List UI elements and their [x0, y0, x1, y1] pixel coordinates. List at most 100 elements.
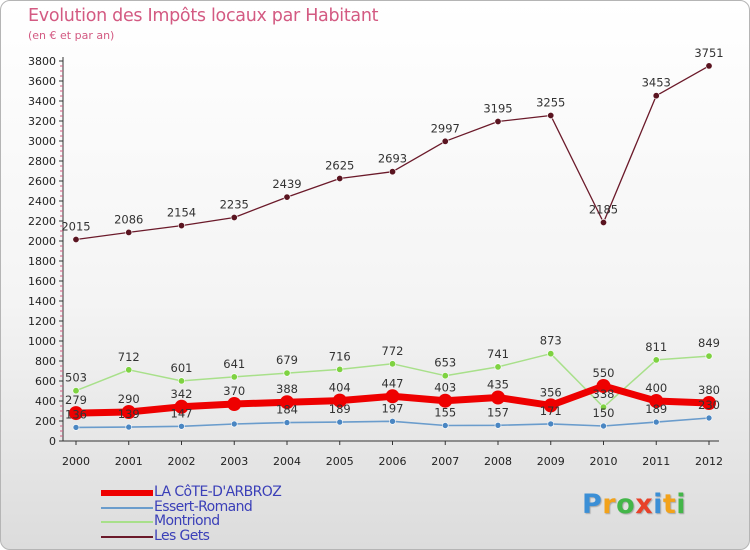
- data-label-la-c-te-d-arbroz: 400: [645, 381, 667, 395]
- x-tick-label: 2005: [326, 455, 354, 468]
- data-label-montriond: 679: [276, 353, 298, 367]
- data-point-montriond: [494, 363, 502, 371]
- data-label-les-gets: 2154: [167, 206, 196, 220]
- data-label-les-gets: 3751: [694, 46, 723, 60]
- data-label-la-c-te-d-arbroz: 279: [65, 393, 87, 407]
- data-label-montriond: 873: [540, 334, 562, 348]
- data-point-montriond: [441, 372, 449, 380]
- logo-letter: x: [635, 489, 654, 520]
- logo-letter: i: [653, 489, 663, 520]
- data-label-la-c-te-d-arbroz: 342: [171, 387, 193, 401]
- y-tick-label: 3600: [28, 75, 56, 88]
- legend-swatch-essert-romand: [101, 506, 153, 509]
- data-label-la-c-te-d-arbroz: 388: [276, 382, 298, 396]
- data-point-les-gets: [336, 175, 344, 183]
- data-label-les-gets: 2185: [589, 203, 618, 217]
- data-point-la-c-te-d-arbroz: [174, 399, 189, 414]
- data-label-essert-romand: 171: [540, 404, 562, 418]
- x-tick-label: 2003: [220, 455, 248, 468]
- y-tick-label: 3000: [28, 135, 56, 148]
- data-point-essert-romand: [336, 418, 344, 426]
- data-point-montriond: [336, 365, 344, 373]
- data-label-les-gets: 3453: [642, 76, 671, 90]
- data-point-les-gets: [599, 219, 607, 227]
- data-point-essert-romand: [441, 422, 449, 429]
- data-label-la-c-te-d-arbroz: 290: [118, 392, 140, 406]
- data-point-la-c-te-d-arbroz: [385, 389, 400, 404]
- data-label-montriond: 641: [223, 357, 245, 371]
- data-point-les-gets: [178, 222, 186, 230]
- data-label-la-c-te-d-arbroz: 370: [223, 384, 245, 398]
- data-label-essert-romand: 147: [171, 406, 193, 420]
- data-point-essert-romand: [230, 420, 238, 428]
- data-point-la-c-te-d-arbroz: [121, 405, 136, 419]
- data-point-la-c-te-d-arbroz: [491, 390, 505, 405]
- data-label-les-gets: 2997: [431, 121, 460, 135]
- logo-letter: t: [662, 489, 677, 520]
- data-point-montriond: [599, 403, 607, 411]
- legend-label-les-gets: Les Gets: [154, 527, 210, 544]
- data-point-les-gets: [705, 62, 713, 70]
- data-label-montriond: 772: [382, 344, 404, 358]
- y-tick-label: 800: [35, 355, 56, 368]
- data-label-la-c-te-d-arbroz: 435: [487, 378, 509, 392]
- x-tick-label: 2002: [168, 455, 196, 468]
- data-point-la-c-te-d-arbroz: [69, 406, 83, 421]
- data-point-la-c-te-d-arbroz: [227, 397, 242, 411]
- data-point-les-gets: [125, 228, 133, 236]
- data-point-essert-romand: [72, 424, 80, 431]
- legend-label-la-cote-d-arbroz: LA CôTE-D'ARBROZ: [154, 484, 282, 500]
- y-tick-label: 400: [35, 395, 56, 408]
- data-label-montriond: 811: [645, 340, 667, 354]
- x-tick-label: 2004: [273, 455, 301, 468]
- data-point-les-gets: [652, 92, 660, 100]
- data-point-les-gets: [230, 214, 238, 222]
- y-tick-label: 1000: [28, 335, 56, 348]
- data-label-les-gets: 2015: [61, 220, 90, 234]
- data-label-les-gets: 2693: [378, 152, 407, 166]
- data-point-la-c-te-d-arbroz: [596, 379, 611, 393]
- data-point-les-gets: [72, 236, 80, 244]
- y-tick-label: 1600: [28, 275, 56, 288]
- data-label-essert-romand: 150: [593, 406, 615, 420]
- legend-swatch-les-gets: [101, 535, 153, 538]
- data-point-les-gets: [441, 137, 449, 145]
- data-label-montriond: 338: [593, 387, 615, 401]
- data-label-essert-romand: 136: [65, 407, 87, 421]
- data-point-essert-romand: [283, 419, 291, 426]
- data-point-essert-romand: [389, 417, 396, 425]
- y-tick-label: 2000: [28, 235, 56, 248]
- y-tick-label: 1400: [28, 295, 56, 308]
- data-point-la-c-te-d-arbroz: [280, 395, 294, 410]
- x-tick-label: 2012: [695, 455, 723, 468]
- data-label-montriond: 503: [65, 371, 87, 385]
- legend-label-essert-romand: Essert-Romand: [154, 498, 253, 515]
- data-point-montriond: [230, 373, 238, 381]
- data-point-montriond: [652, 356, 660, 364]
- data-point-montriond: [705, 352, 713, 360]
- data-point-montriond: [283, 369, 291, 377]
- data-label-la-c-te-d-arbroz: 403: [434, 381, 456, 395]
- data-label-essert-romand: 157: [487, 405, 509, 419]
- data-label-essert-romand: 197: [382, 401, 404, 415]
- data-label-la-c-te-d-arbroz: 404: [329, 381, 351, 395]
- data-label-les-gets: 3195: [483, 102, 512, 116]
- legend-swatch-la-cote-d-arbroz: [101, 490, 153, 496]
- data-label-les-gets: 2439: [272, 177, 301, 191]
- data-label-essert-romand: 189: [645, 402, 667, 416]
- data-point-essert-romand: [178, 422, 185, 430]
- data-point-montriond: [547, 350, 555, 358]
- data-point-la-c-te-d-arbroz: [649, 394, 664, 408]
- data-label-les-gets: 2625: [325, 159, 354, 173]
- y-tick-label: 200: [35, 415, 56, 428]
- data-point-la-c-te-d-arbroz: [543, 398, 558, 413]
- data-label-la-c-te-d-arbroz: 550: [593, 366, 615, 380]
- y-tick-label: 0: [49, 435, 56, 448]
- data-point-essert-romand: [600, 422, 607, 430]
- x-tick-label: 2001: [115, 455, 143, 468]
- data-label-montriond: 653: [434, 356, 456, 370]
- data-point-les-gets: [547, 112, 555, 120]
- y-tick-label: 600: [35, 375, 56, 388]
